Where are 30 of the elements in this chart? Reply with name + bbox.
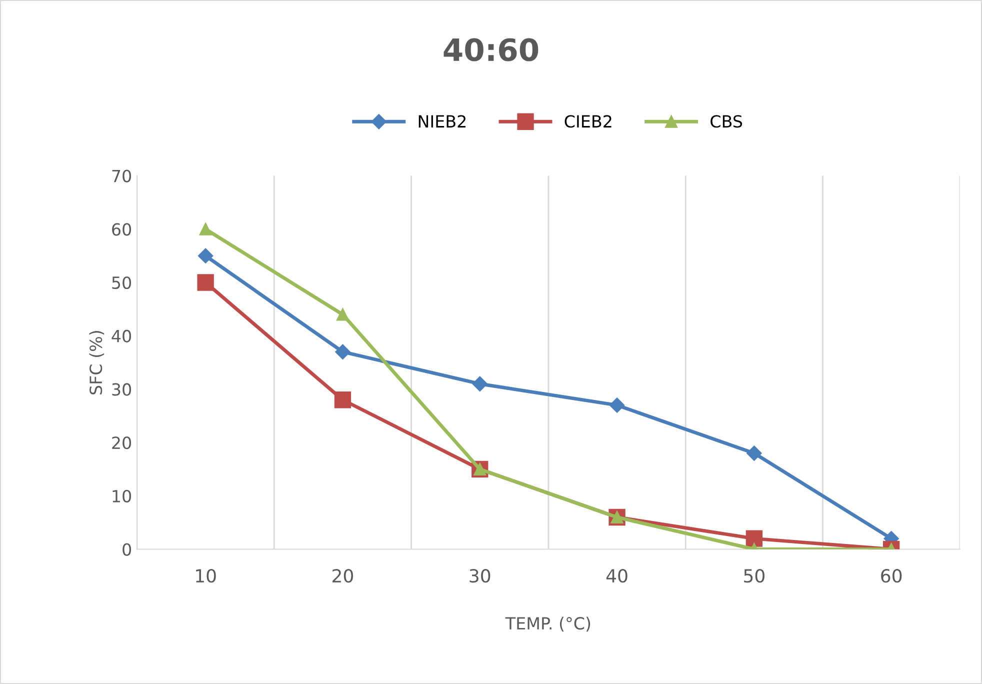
point <box>746 530 763 547</box>
point <box>746 446 762 461</box>
y-tick-label: 20 <box>112 436 132 450</box>
legend-label: CIEB2 <box>564 115 612 128</box>
y-axis-title: SFC (%) <box>89 330 104 394</box>
y-tick-label: 0 <box>122 543 132 556</box>
point <box>197 274 214 291</box>
y-tick-label: 50 <box>112 276 132 290</box>
point <box>198 248 214 264</box>
legend-label: CBS <box>710 115 742 128</box>
point <box>472 376 488 392</box>
point <box>336 308 349 321</box>
y-tick-label: 40 <box>112 330 132 342</box>
x-tick-label: 30 <box>470 569 490 583</box>
x-tick-label: 50 <box>744 569 764 583</box>
x-tick-label: 20 <box>332 569 354 583</box>
x-tick-label: 10 <box>196 569 216 583</box>
y-tick-label: 60 <box>112 223 132 236</box>
x-tick-label: 60 <box>881 569 902 583</box>
x-tick-label: 40 <box>606 569 628 583</box>
legend-label: NIEB2 <box>418 115 466 128</box>
point <box>199 222 212 236</box>
x-axis-title: TEMP. (°C) <box>505 616 590 632</box>
y-tick-label: 30 <box>112 383 132 396</box>
point <box>609 398 625 413</box>
y-tick-label: 10 <box>112 490 132 502</box>
chart-title: 40:60 <box>444 38 538 62</box>
point <box>334 392 352 408</box>
point <box>335 344 350 360</box>
y-tick-label: 70 <box>112 170 132 182</box>
